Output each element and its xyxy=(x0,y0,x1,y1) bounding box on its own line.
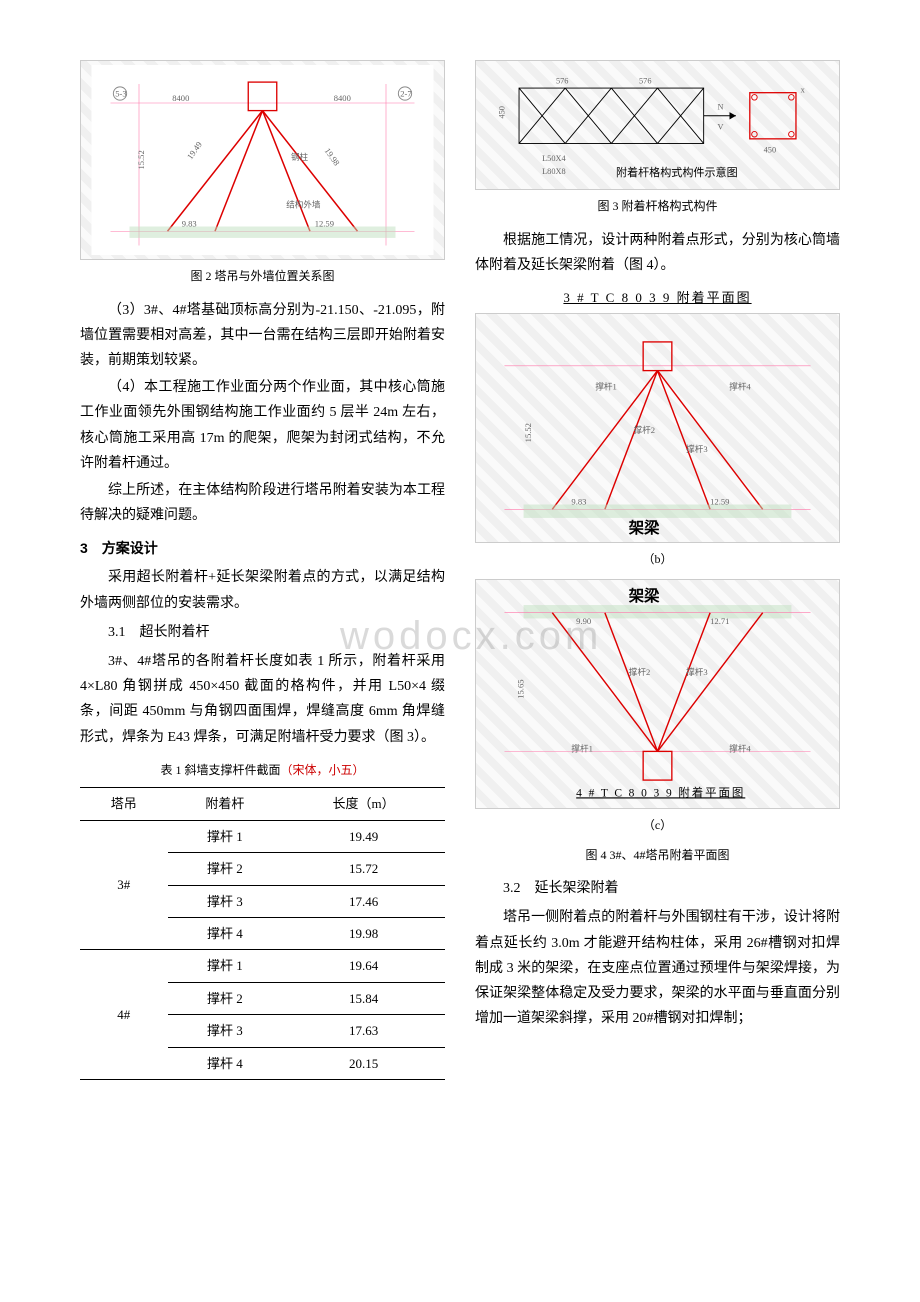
svg-text:15.52: 15.52 xyxy=(136,150,146,169)
left-column: 钢柱 结构外墙 15.52 9.83 12.59 19.49 19.98 840… xyxy=(80,60,445,1080)
svg-text:L80X8: L80X8 xyxy=(542,167,566,176)
svg-text:12.59: 12.59 xyxy=(315,219,334,229)
svg-text:12.59: 12.59 xyxy=(710,497,729,507)
figure-4c-sub: （c） xyxy=(475,815,840,837)
cell-crane: 4# xyxy=(80,950,168,1080)
cell-length: 15.84 xyxy=(282,982,445,1014)
svg-text:8400: 8400 xyxy=(172,93,189,103)
svg-text:15.65: 15.65 xyxy=(516,679,526,698)
figure-4c-svg: 架梁 撑杆1 撑杆2 撑杆3 撑杆4 15.65 9.90 12.71 xyxy=(480,584,835,804)
paragraph-4: （4）本工程施工作业面分两个作业面，其中核心筒施工作业面领先外围钢结构施工作业面… xyxy=(80,375,445,476)
svg-text:2-7: 2-7 xyxy=(400,88,412,98)
cell-bar: 撑杆 3 xyxy=(168,1015,283,1047)
svg-text:撑杆1: 撑杆1 xyxy=(595,381,617,392)
paragraph-6: 采用超长附着杆+延长架梁附着点的方式，以满足结构外墙两侧部位的安装需求。 xyxy=(80,565,445,615)
svg-text:撑杆4: 撑杆4 xyxy=(729,742,751,753)
section-3-heading: 3 方案设计 xyxy=(80,536,445,561)
svg-text:撑杆2: 撑杆2 xyxy=(629,666,651,677)
cell-bar: 撑杆 1 xyxy=(168,820,283,852)
svg-text:576: 576 xyxy=(556,76,568,85)
figure-4b-title: 3 # T C 8 0 3 9 附着平面图 xyxy=(475,286,840,309)
table-row: 4#撑杆 119.64 xyxy=(80,950,445,982)
page: wodocx.com 钢柱 结构外墙 xyxy=(80,60,840,1080)
right-column: 576 576 450 L50X4 L80X8 x 450 N V 附着杆格构式… xyxy=(475,60,840,1080)
svg-text:撑杆1: 撑杆1 xyxy=(571,742,593,753)
table-header-row: 塔吊 附着杆 长度（m） xyxy=(80,788,445,820)
svg-text:15.52: 15.52 xyxy=(523,423,533,442)
table-row: 3#撑杆 119.49 xyxy=(80,820,445,852)
cell-length: 19.64 xyxy=(282,950,445,982)
svg-text:N: N xyxy=(718,102,724,111)
two-column-layout: 钢柱 结构外墙 15.52 9.83 12.59 19.49 19.98 840… xyxy=(80,60,840,1080)
cell-length: 19.49 xyxy=(282,820,445,852)
cell-length: 15.72 xyxy=(282,853,445,885)
svg-text:结构外墙: 结构外墙 xyxy=(286,199,321,210)
cell-length: 19.98 xyxy=(282,917,445,949)
cell-bar: 撑杆 2 xyxy=(168,853,283,885)
svg-text:5-3: 5-3 xyxy=(115,88,126,98)
svg-text:450: 450 xyxy=(497,106,506,118)
table-1-caption: 表 1 斜墙支撑杆件截面（宋体，小五） xyxy=(80,760,445,782)
svg-text:450: 450 xyxy=(764,146,776,155)
figure-3-caption: 图 3 附着杆格构式构件 xyxy=(475,196,840,218)
paragraph-5: 综上所述，在主体结构阶段进行塔吊附着安装为本工程待解决的疑难问题。 xyxy=(80,478,445,528)
svg-text:附着杆格构式构件示意图: 附着杆格构式构件示意图 xyxy=(616,165,738,179)
subsection-3-2: 3.2 延长架梁附着 xyxy=(475,876,840,901)
th-bar: 附着杆 xyxy=(168,788,283,820)
svg-text:9.83: 9.83 xyxy=(571,497,586,507)
figure-2: 钢柱 结构外墙 15.52 9.83 12.59 19.49 19.98 840… xyxy=(80,60,445,260)
cell-bar: 撑杆 2 xyxy=(168,982,283,1014)
cell-length: 20.15 xyxy=(282,1047,445,1079)
figure-4-caption: 图 4 3#、4#塔吊附着平面图 xyxy=(475,845,840,867)
cell-bar: 撑杆 4 xyxy=(168,917,283,949)
svg-text:9.83: 9.83 xyxy=(182,219,197,229)
paragraph-3: （3）3#、4#塔基础顶标高分别为-21.150、-21.095，附墙位置需要相… xyxy=(80,298,445,374)
cell-bar: 撑杆 1 xyxy=(168,950,283,982)
svg-text:8400: 8400 xyxy=(334,93,351,103)
figure-3-svg: 576 576 450 L50X4 L80X8 x 450 N V 附着杆格构式… xyxy=(480,65,835,185)
figure-4b: 撑杆1 撑杆2 撑杆3 撑杆4 15.52 9.83 12.59 架梁 xyxy=(475,313,840,543)
svg-text:架梁: 架梁 xyxy=(629,587,660,605)
figure-2-caption: 图 2 塔吊与外墙位置关系图 xyxy=(80,266,445,288)
paragraph-7: 3#、4#塔吊的各附着杆长度如表 1 所示，附着杆采用 4×L80 角钢拼成 4… xyxy=(80,649,445,750)
cell-crane: 3# xyxy=(80,820,168,950)
table-1: 塔吊 附着杆 长度（m） 3#撑杆 119.49撑杆 215.72撑杆 317.… xyxy=(80,787,445,1080)
figure-3: 576 576 450 L50X4 L80X8 x 450 N V 附着杆格构式… xyxy=(475,60,840,190)
figure-4b-sub: （b） xyxy=(475,549,840,571)
svg-text:12.71: 12.71 xyxy=(710,616,729,626)
figure-2-svg: 钢柱 结构外墙 15.52 9.83 12.59 19.49 19.98 840… xyxy=(85,65,440,255)
svg-text:撑杆3: 撑杆3 xyxy=(686,666,708,677)
right-paragraph-2: 塔吊一侧附着点的附着杆与外围钢柱有干涉，设计将附着点延长约 3.0m 才能避开结… xyxy=(475,905,840,1031)
svg-text:撑杆2: 撑杆2 xyxy=(634,424,656,435)
th-length: 长度（m） xyxy=(282,788,445,820)
svg-text:撑杆3: 撑杆3 xyxy=(686,443,708,454)
cell-bar: 撑杆 4 xyxy=(168,1047,283,1079)
cell-length: 17.46 xyxy=(282,885,445,917)
svg-text:V: V xyxy=(718,123,724,132)
svg-text:x: x xyxy=(801,86,806,95)
svg-text:钢柱: 钢柱 xyxy=(291,151,309,162)
svg-text:撑杆4: 撑杆4 xyxy=(729,381,751,392)
svg-text:架梁: 架梁 xyxy=(629,520,660,538)
svg-text:576: 576 xyxy=(639,76,651,85)
figure-4b-svg: 撑杆1 撑杆2 撑杆3 撑杆4 15.52 9.83 12.59 架梁 xyxy=(480,318,835,538)
subsection-3-1: 3.1 超长附着杆 xyxy=(80,620,445,645)
cell-length: 17.63 xyxy=(282,1015,445,1047)
cell-bar: 撑杆 3 xyxy=(168,885,283,917)
svg-text:9.90: 9.90 xyxy=(576,616,591,626)
th-crane: 塔吊 xyxy=(80,788,168,820)
svg-text:L50X4: L50X4 xyxy=(542,154,566,163)
figure-4c: 架梁 撑杆1 撑杆2 撑杆3 撑杆4 15.65 9.90 12.71 xyxy=(475,579,840,809)
svg-text:4 # T C 8 0 3 9 附着平面图: 4 # T C 8 0 3 9 附着平面图 xyxy=(576,785,745,799)
right-paragraph-1: 根据施工情况，设计两种附着点形式，分别为核心筒墙体附着及延长架梁附着（图 4）。 xyxy=(475,228,840,278)
